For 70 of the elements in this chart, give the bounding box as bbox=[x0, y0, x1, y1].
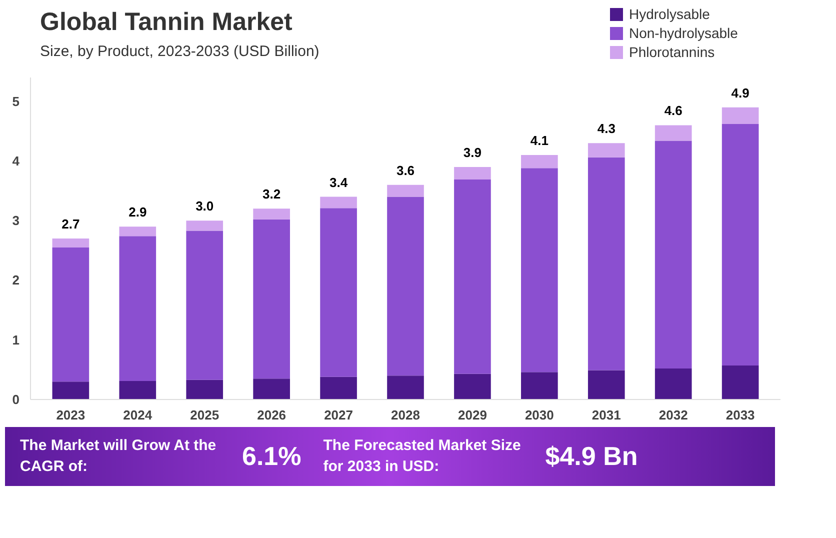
bar bbox=[387, 376, 424, 400]
bar bbox=[654, 368, 692, 400]
total-label: 4.1 bbox=[530, 133, 548, 148]
bar bbox=[521, 155, 558, 168]
bar bbox=[722, 366, 759, 400]
text: The Forecasted Market Size for 2033 in USD: bbox=[323, 436, 522, 478]
bar bbox=[722, 107, 759, 124]
bar bbox=[320, 196, 357, 208]
bar bbox=[320, 376, 357, 400]
bar bbox=[52, 238, 90, 248]
bar bbox=[52, 382, 90, 400]
text: The Market will Grow At the CAGR of: bbox=[20, 436, 218, 478]
bar bbox=[521, 372, 558, 400]
y-tick-label: 4 bbox=[12, 153, 20, 168]
total-label: 4.6 bbox=[664, 103, 682, 118]
x-tick-label: 2030 bbox=[524, 408, 554, 422]
x-tick-label: 2023 bbox=[56, 408, 86, 422]
legend-label: Hydrolysable bbox=[628, 5, 711, 24]
bar bbox=[454, 166, 491, 180]
y-tick-label: 1 bbox=[12, 332, 20, 348]
bar bbox=[588, 143, 625, 158]
chart-title: Global Tannin Market bbox=[40, 7, 294, 38]
total-label: 3.0 bbox=[196, 198, 214, 214]
y-tick-label: 2 bbox=[12, 272, 20, 288]
bar bbox=[253, 219, 290, 379]
x-tick-label: 2028 bbox=[391, 408, 420, 422]
x-tick-label: 2024 bbox=[123, 408, 153, 422]
y-tick-label: 0 bbox=[12, 392, 20, 407]
bar bbox=[722, 124, 759, 366]
bar bbox=[119, 226, 156, 236]
legend-label: Phlorotannins bbox=[628, 43, 716, 62]
total-label: 3.4 bbox=[330, 174, 348, 190]
bar bbox=[654, 125, 692, 141]
x-tick-label: 2027 bbox=[324, 408, 353, 422]
bar bbox=[186, 220, 224, 231]
bar bbox=[119, 236, 156, 382]
bar bbox=[253, 378, 290, 400]
total-label: 2.9 bbox=[128, 204, 147, 220]
total-label: 4.9 bbox=[731, 85, 750, 100]
bar bbox=[186, 230, 224, 380]
bar bbox=[387, 196, 424, 376]
chart-subtitle: Size, by Product, 2023-2033 (USD Billion) bbox=[40, 42, 320, 62]
text: $4.9 Bn bbox=[545, 440, 638, 473]
bar bbox=[521, 168, 558, 372]
x-tick-label: 2031 bbox=[592, 408, 621, 422]
bar bbox=[52, 247, 90, 382]
y-tick-label: 3 bbox=[12, 213, 20, 228]
total-label: 3.6 bbox=[396, 162, 415, 178]
text: 6.1% bbox=[242, 440, 302, 473]
legend-label: Non-hydrolysable bbox=[628, 24, 738, 43]
total-label: 3.9 bbox=[463, 144, 482, 160]
total-label: 4.3 bbox=[597, 121, 616, 136]
total-label: 2.7 bbox=[62, 216, 80, 232]
x-tick-label: 2032 bbox=[658, 408, 688, 422]
x-tick-label: 2026 bbox=[257, 408, 286, 422]
bar bbox=[186, 380, 224, 400]
x-tick-label: 2029 bbox=[458, 408, 487, 422]
y-tick-label: 5 bbox=[12, 94, 20, 109]
bar bbox=[588, 370, 625, 400]
bar bbox=[588, 157, 625, 370]
bar bbox=[654, 140, 692, 368]
bar bbox=[119, 381, 156, 400]
x-tick-label: 2033 bbox=[726, 408, 755, 422]
bar bbox=[253, 208, 290, 220]
bar bbox=[454, 374, 491, 400]
bar bbox=[387, 184, 424, 197]
bar bbox=[320, 208, 357, 377]
x-tick-label: 2025 bbox=[190, 408, 220, 422]
total-label: 3.2 bbox=[262, 186, 281, 202]
bar bbox=[454, 179, 491, 374]
